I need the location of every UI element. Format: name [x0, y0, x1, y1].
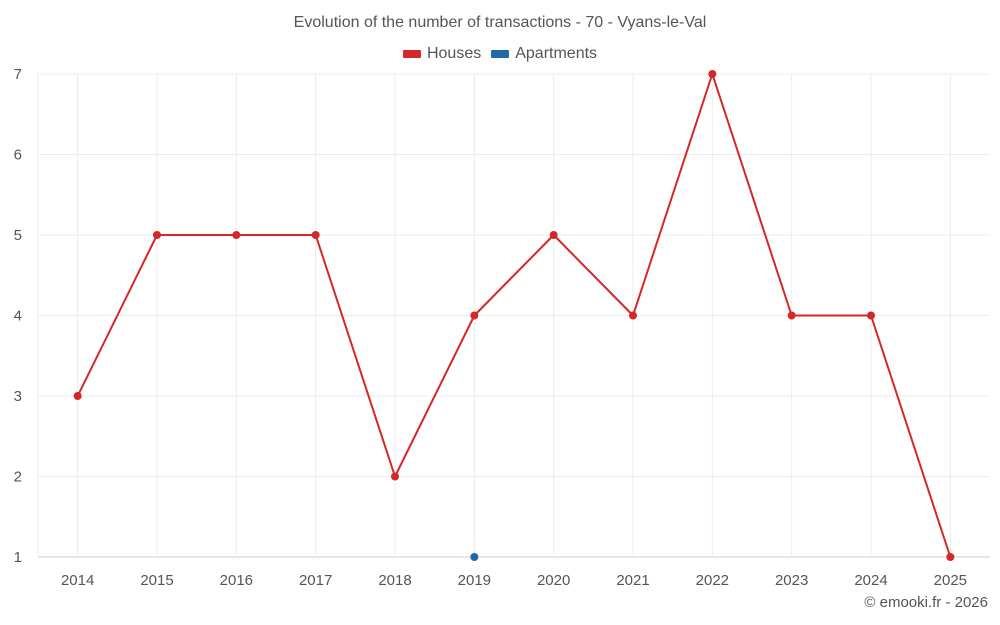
data-point-houses-2018: [391, 472, 399, 481]
y-tick-label-1: 1: [14, 549, 22, 566]
data-point-apartments-2019: [470, 553, 479, 561]
x-tick-label-2022: 2022: [696, 572, 729, 589]
legend-item-houses[interactable]: Houses: [402, 45, 482, 63]
x-tick-label-2023: 2023: [775, 572, 808, 589]
legend-swatch-apartments: [491, 50, 510, 58]
y-tick-label-3: 3: [14, 388, 22, 405]
x-tick-label-2014: 2014: [61, 572, 94, 589]
data-point-houses-2020: [549, 231, 558, 239]
data-point-houses-2021: [629, 311, 637, 320]
data-point-houses-2023: [787, 311, 796, 320]
legend-swatch-houses: [402, 50, 421, 58]
legend-label-apartments: Apartments: [515, 45, 598, 62]
data-point-houses-2024: [867, 311, 875, 320]
x-tick-label-2025: 2025: [934, 572, 967, 589]
credit-text: © emooki.fr - 2026: [864, 594, 988, 611]
x-tick-label-2024: 2024: [854, 572, 887, 589]
x-tick-label-2020: 2020: [537, 572, 570, 589]
x-tick-label-2021: 2021: [616, 572, 649, 589]
data-point-houses-2014: [73, 392, 82, 400]
data-point-houses-2015: [153, 231, 161, 239]
x-tick-label-2017: 2017: [299, 572, 332, 589]
legend-label-houses: Houses: [426, 45, 482, 62]
y-tick-label-4: 4: [14, 308, 22, 325]
y-tick-label-7: 7: [14, 66, 22, 83]
x-tick-label-2019: 2019: [458, 572, 491, 589]
legend-item-apartments[interactable]: Apartments: [491, 45, 597, 63]
data-point-houses-2016: [232, 231, 241, 239]
y-tick-label-2: 2: [14, 469, 22, 486]
data-point-houses-2017: [311, 231, 320, 239]
data-point-houses-2019: [470, 311, 479, 320]
series-line-houses: [76, 73, 952, 558]
data-point-houses-2022: [708, 70, 717, 78]
legend: Houses Apartments: [0, 45, 1000, 63]
chart-title: Evolution of the number of transactions …: [293, 14, 707, 31]
x-tick-label-2016: 2016: [220, 572, 253, 589]
data-point-houses-2025: [946, 553, 955, 561]
x-tick-label-2018: 2018: [378, 572, 411, 589]
x-tick-label-2015: 2015: [140, 572, 173, 589]
y-tick-label-5: 5: [14, 227, 22, 244]
y-tick-label-6: 6: [14, 147, 22, 164]
